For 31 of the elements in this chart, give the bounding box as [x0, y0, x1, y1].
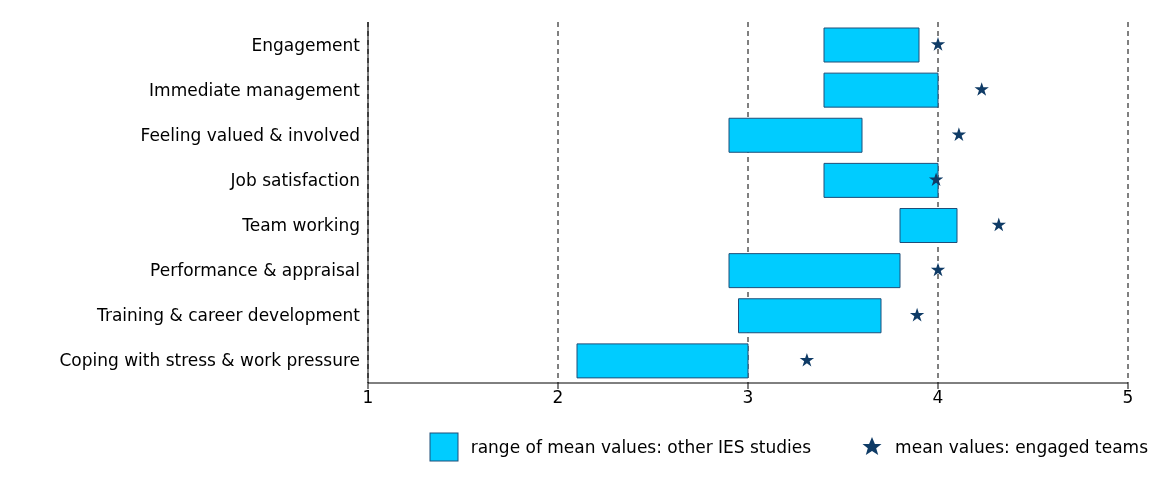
bar [899, 208, 958, 243]
legend-label: mean values: engaged teams [895, 437, 1148, 457]
bar [728, 253, 901, 289]
point [930, 262, 946, 277]
x-tick-label: 1 [362, 387, 374, 408]
legend-label: range of mean values: other IES studies [470, 437, 812, 457]
point [930, 37, 946, 51]
x-tick-label: 5 [1122, 387, 1134, 408]
bar [823, 72, 939, 108]
y-tick-label: Coping with stress & work pressure [59, 350, 360, 371]
bar [728, 117, 863, 153]
y-tick-label: Immediate management [149, 79, 361, 100]
point [909, 307, 925, 322]
bar [823, 162, 939, 198]
y-tick-label: Engagement [251, 34, 361, 55]
x-tick-label: 3 [742, 387, 754, 408]
bar [738, 298, 882, 334]
point [974, 82, 989, 96]
bar [576, 343, 749, 379]
y-tick-label: Performance & appraisal [150, 260, 360, 281]
bar [823, 27, 920, 63]
point [951, 127, 967, 141]
x-tick-label: 4 [932, 387, 944, 408]
x-tick-label: 2 [552, 387, 564, 408]
y-tick-label: Job satisfaction [229, 169, 360, 190]
y-tick-label: Feeling valued & involved [140, 124, 360, 145]
point [928, 172, 944, 187]
point [991, 217, 1006, 232]
y-tick-label: Team working [241, 215, 360, 236]
point [799, 352, 815, 367]
y-tick-label: Training & career development [96, 305, 361, 326]
